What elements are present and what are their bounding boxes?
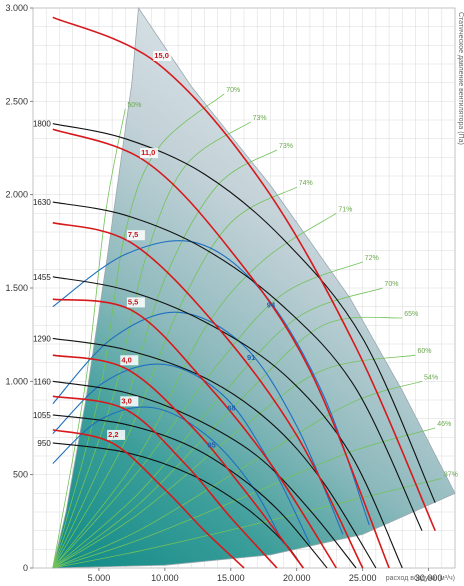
speed-curve (52, 123, 436, 503)
efficiency-curve (52, 311, 344, 535)
efficiency-curve (52, 240, 370, 526)
system-line (52, 380, 423, 569)
system-line-label: 54% (424, 374, 438, 381)
power-curve-label: 4,0 (121, 355, 131, 364)
speed-curve-label: 1800 (33, 120, 51, 129)
x-tick-label: 30.000 (415, 573, 443, 583)
y-axis-title: Статическое давление вентилятора (Па) (457, 12, 464, 145)
system-line-label: 65% (404, 311, 418, 318)
speed-curve (52, 380, 357, 569)
system-line (52, 212, 337, 569)
speed-curve-label: 1290 (33, 334, 51, 343)
power-curve-label: 5,5 (128, 297, 138, 306)
y-tick-label: 0 (23, 563, 28, 573)
x-tick-label: 25.000 (349, 573, 377, 583)
power-curve (52, 395, 278, 569)
system-line-label: 60% (417, 348, 431, 355)
power-curve-label: 2,2 (108, 430, 118, 439)
axes: 0 500 1.000 1.500 2.000 2.500 3.000 5.000 10.000… (5, 3, 464, 583)
x-axis-title: расход воздуха (м³/ч) (386, 575, 455, 582)
y-tick-label: 2.500 (5, 96, 28, 106)
power-curve-label: 15,0 (154, 51, 169, 60)
system-line (52, 121, 251, 569)
system-line (52, 478, 442, 569)
system-line-label: 70% (226, 87, 240, 94)
y-tick-label: 1.500 (5, 283, 28, 293)
system-line-label: 37% (444, 471, 458, 478)
system-line (52, 287, 383, 569)
power-curve (52, 128, 390, 569)
power-curve-label: 7,5 (128, 230, 138, 239)
power-label-bg (120, 396, 139, 407)
system-line-label: 70% (384, 281, 398, 288)
system-line-label: 73% (253, 115, 267, 122)
speed-curve-label: 1455 (33, 273, 51, 282)
power-curve (52, 354, 304, 569)
speed-curve-label: 1630 (33, 198, 51, 207)
x-tick-label: 20.000 (283, 573, 311, 583)
operating-region-area (52, 6, 456, 569)
x-tick-label: 10.000 (151, 573, 179, 583)
efficiency-curve-label: 88 (227, 403, 235, 412)
system-line (52, 93, 225, 569)
system-line-label: 50% (127, 102, 141, 109)
power-label-bg (120, 355, 139, 366)
system-line (52, 108, 126, 569)
system-line-label: 46% (437, 421, 451, 428)
system-line (52, 261, 363, 569)
speed-curve (52, 337, 377, 569)
power-curve (52, 221, 364, 569)
power-label-bg (126, 230, 145, 241)
power-label-bg (107, 429, 126, 440)
efficiency-curve-label: 85 (207, 441, 215, 450)
curves (52, 16, 442, 569)
power-label-bg (126, 297, 145, 308)
system-line (52, 427, 436, 569)
speed-curve (52, 276, 403, 569)
speed-curve (52, 414, 328, 569)
system-line (52, 354, 416, 569)
system-line-label: 72% (365, 255, 379, 262)
power-label-bg (153, 51, 172, 61)
power-curve-label: 3,0 (121, 396, 131, 405)
y-tick-label: 2.000 (5, 190, 28, 200)
system-line (52, 186, 297, 569)
speed-curve-label: 950 (37, 439, 51, 448)
speed-curve-label: 1160 (34, 377, 52, 386)
efficiency-curve-label: 94 (267, 301, 276, 310)
power-curve (52, 429, 245, 569)
power-curve (52, 298, 337, 569)
y-tick-label: 1.000 (5, 376, 28, 386)
speed-curve (52, 201, 423, 531)
power-label-bg (140, 148, 159, 159)
efficiency-curve-label: 91 (247, 353, 255, 362)
speed-curve-label: 1055 (33, 411, 51, 420)
system-line-label: 71% (338, 206, 352, 213)
operating-region (52, 6, 456, 569)
curve-labels: 37% 46% 54% 60% 65% 70% 72% 71% 74% 73% 73% 70% 50% 8… (33, 51, 458, 478)
y-tick-label: 3.000 (5, 3, 28, 13)
y-tick-label: 500 (13, 470, 28, 480)
system-line (52, 149, 278, 569)
x-tick-label: 5.000 (88, 573, 111, 583)
power-curve (52, 16, 436, 532)
system-line-label: 73% (279, 143, 293, 150)
power-curve-label: 11,0 (141, 148, 155, 157)
x-tick-label: 15.000 (217, 573, 245, 583)
system-line-label: 74% (299, 180, 313, 187)
